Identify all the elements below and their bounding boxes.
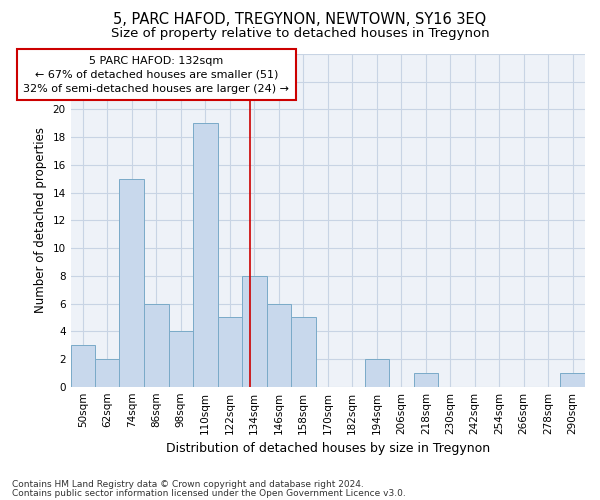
Bar [365, 359, 389, 386]
Bar [242, 276, 266, 386]
Bar [413, 373, 438, 386]
Text: Contains public sector information licensed under the Open Government Licence v3: Contains public sector information licen… [12, 488, 406, 498]
Y-axis label: Number of detached properties: Number of detached properties [34, 128, 47, 314]
Bar [218, 318, 242, 386]
Bar [560, 373, 585, 386]
Bar [169, 331, 193, 386]
Text: 5 PARC HAFOD: 132sqm
← 67% of detached houses are smaller (51)
32% of semi-detac: 5 PARC HAFOD: 132sqm ← 67% of detached h… [23, 56, 289, 94]
Bar [266, 304, 291, 386]
Bar [291, 318, 316, 386]
Bar [95, 359, 119, 386]
Text: Size of property relative to detached houses in Tregynon: Size of property relative to detached ho… [110, 28, 490, 40]
Bar [193, 124, 218, 386]
Bar [119, 179, 144, 386]
Bar [71, 345, 95, 387]
Bar [144, 304, 169, 386]
Text: 5, PARC HAFOD, TREGYNON, NEWTOWN, SY16 3EQ: 5, PARC HAFOD, TREGYNON, NEWTOWN, SY16 3… [113, 12, 487, 28]
Text: Contains HM Land Registry data © Crown copyright and database right 2024.: Contains HM Land Registry data © Crown c… [12, 480, 364, 489]
X-axis label: Distribution of detached houses by size in Tregynon: Distribution of detached houses by size … [166, 442, 490, 455]
